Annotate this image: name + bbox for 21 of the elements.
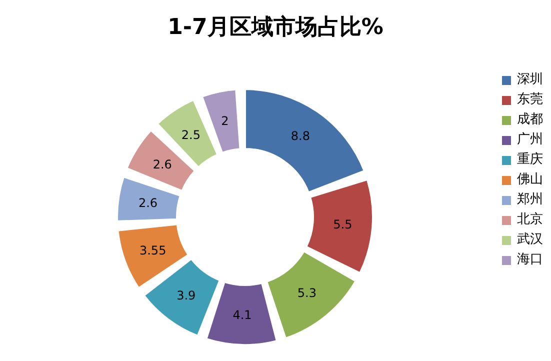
data-label: 3.55	[139, 243, 166, 258]
legend-label: 东莞	[517, 91, 543, 109]
legend-label: 深圳	[517, 71, 543, 89]
legend-label: 重庆	[517, 151, 543, 169]
data-label: 5.3	[297, 286, 317, 300]
chart-title: 1-7月区域市场占比%	[166, 14, 384, 42]
data-label: 2.5	[181, 128, 201, 142]
legend-label: 郑州	[517, 191, 543, 209]
data-label: 8.8	[290, 129, 310, 144]
legend-label: 成都	[517, 111, 543, 129]
data-label: 5.5	[333, 218, 352, 232]
data-label: 2.6	[152, 157, 172, 172]
legend-label: 广州	[517, 131, 543, 149]
data-label: 4.1	[232, 308, 252, 322]
data-label: 2	[221, 114, 229, 128]
data-label: 2.6	[138, 196, 158, 210]
legend-label: 武汉	[517, 231, 543, 249]
legend-label: 北京	[517, 211, 543, 229]
legend-label: 海口	[517, 251, 543, 269]
legend-label: 佛山	[517, 171, 543, 189]
data-label: 3.9	[176, 288, 196, 302]
